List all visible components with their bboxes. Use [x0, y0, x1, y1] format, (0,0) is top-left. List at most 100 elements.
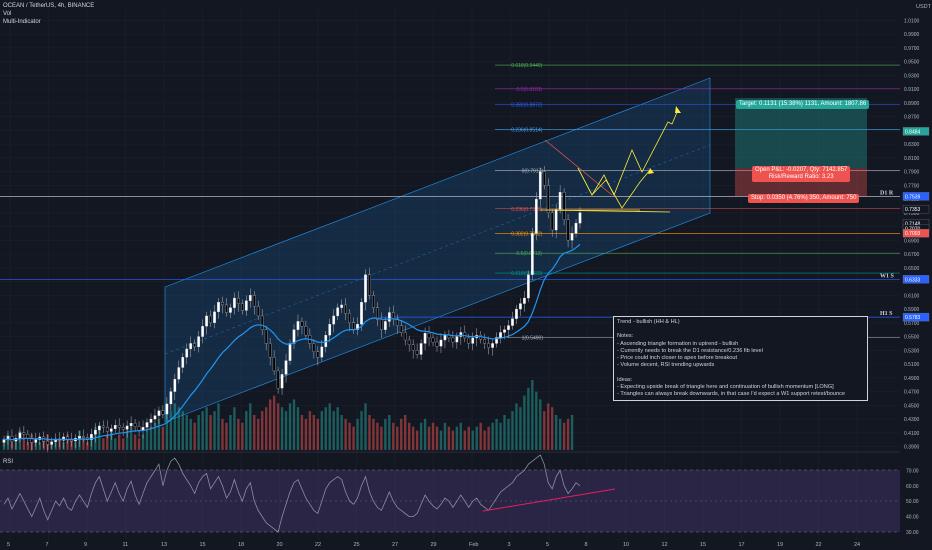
candle: [455, 336, 459, 343]
time-tick-label: 24: [854, 542, 860, 548]
candle: [292, 329, 296, 344]
candle: [189, 343, 193, 350]
price-tick-label: 0.9300: [904, 73, 920, 79]
volume-bar: [209, 415, 212, 450]
symbol-title[interactable]: OCEAN / TetherUS, 4h, BINANCE: [3, 3, 95, 9]
candle: [566, 219, 570, 241]
notes-item: - Volume decent, RSI trending upwards: [617, 362, 715, 369]
volume-bar: [316, 418, 320, 450]
volume-bar: [26, 442, 30, 450]
candle: [570, 233, 574, 241]
candle: [376, 307, 379, 320]
volume-bar: [22, 438, 26, 450]
candle: [395, 318, 399, 326]
candle: [280, 374, 284, 389]
price-axis[interactable]: 1.0100 0.9900 0.9700 0.9500 0.9300 0.9100 0.89…: [902, 18, 930, 536]
candle: [121, 427, 125, 430]
time-tick-label: 22: [315, 542, 321, 548]
volume-bar: [149, 426, 153, 450]
time-tick-label: 7: [46, 542, 49, 548]
volume-bar: [431, 422, 435, 450]
volume-bar: [392, 422, 395, 450]
volume-bar: [551, 407, 554, 450]
volume-bar: [411, 426, 415, 450]
target-label: Target: 0.1131 (15.38%) 1131, Amount: 18…: [736, 100, 870, 109]
volume-bar: [423, 418, 427, 450]
price-tick-label: 0.7900: [904, 170, 920, 176]
candle: [340, 304, 343, 308]
candle: [260, 315, 264, 330]
price-tick-label: 1.0100: [904, 18, 920, 24]
volume-bar: [360, 411, 363, 450]
candle: [153, 415, 157, 420]
volume-bar: [511, 411, 514, 450]
price-tick-label: 0.8700: [904, 115, 920, 121]
volume-bar: [284, 411, 288, 450]
volume-bar: [570, 415, 574, 450]
rsi-label: RSI: [3, 459, 13, 465]
volume-bar: [304, 418, 308, 450]
fib-level-label: 0.236(0.7359): [511, 207, 542, 213]
volume-bar: [495, 418, 498, 450]
price-label-text: 0.7148: [905, 221, 921, 227]
candle: [312, 343, 316, 352]
volume-bar: [340, 415, 343, 450]
open-pnl-text: Open P&L: -0.0207, Qty: 7142.857: [755, 167, 848, 173]
long-position-profit-zone[interactable]: [735, 98, 867, 168]
price-tick-label: 0.6100: [904, 293, 920, 299]
candle: [82, 436, 85, 438]
volume-bar: [264, 407, 268, 450]
volume-bar: [435, 426, 439, 450]
volume-bar: [161, 426, 165, 450]
candle: [264, 329, 268, 344]
price-tick-label: 0.4300: [904, 417, 920, 423]
volume-bar: [543, 411, 546, 450]
candle: [558, 192, 562, 210]
volume-bar: [503, 415, 506, 450]
fib-level-label: 0.5(0.9103): [516, 87, 542, 93]
volume-bar: [98, 430, 101, 450]
price-tick-label: 0.5100: [904, 362, 920, 368]
candle: [161, 410, 165, 415]
candle: [149, 418, 153, 423]
volume-bar: [459, 422, 463, 450]
candle: [284, 360, 288, 375]
time-tick-label: 22: [816, 542, 822, 548]
price-tick-label: 0.5500: [904, 335, 920, 341]
volume-bar: [106, 434, 109, 450]
price-label-text: 0.5783: [905, 315, 921, 321]
chart-legend: OCEAN / TetherUS, 4h, BINANCE Vol Multi-…: [3, 2, 94, 26]
candle: [252, 295, 256, 307]
time-axis[interactable]: 5 7 9 11 13 15 18 20 22 25 27 29 Feb 3 5 8 10 12 15 17 19 22 2…: [7, 542, 860, 548]
volume-bar: [415, 430, 419, 450]
candle: [26, 434, 30, 439]
multi-indicator-label[interactable]: Multi-Indicator: [3, 19, 41, 25]
volume-bar: [384, 418, 387, 450]
analysis-notes-box[interactable]: Trend - bullish (HH & HL) Notes: - Ascen…: [613, 316, 868, 402]
time-tick-label: 12: [662, 542, 668, 548]
price-label-text: 0.7539: [905, 194, 921, 200]
volume-bar: [380, 426, 383, 450]
time-tick-label: 25: [354, 542, 360, 548]
stop-label: Stop: 0.0350 (4.76%) 350, Amount: 750: [748, 194, 860, 203]
volume-bar: [82, 438, 85, 450]
volume-bar: [320, 411, 323, 450]
volume-bar: [185, 415, 188, 450]
w1-support-label: W1 S: [880, 273, 895, 279]
rsi-tick-label: 70.00: [906, 468, 919, 474]
time-tick-label: 15: [700, 542, 706, 548]
candle: [98, 425, 101, 431]
rsi-trendline: [482, 488, 616, 512]
fib-level-label: 0.382(0.8872): [511, 103, 542, 109]
candle: [244, 300, 248, 311]
volume-bar: [372, 418, 375, 450]
candle: [523, 297, 526, 304]
projection-arrow-up: [675, 106, 681, 113]
candle: [511, 318, 514, 326]
volume-bar: [241, 422, 244, 450]
candle: [181, 357, 185, 368]
candle: [435, 341, 439, 347]
candle: [105, 427, 109, 432]
volume-indicator-label[interactable]: Vol: [3, 11, 12, 17]
